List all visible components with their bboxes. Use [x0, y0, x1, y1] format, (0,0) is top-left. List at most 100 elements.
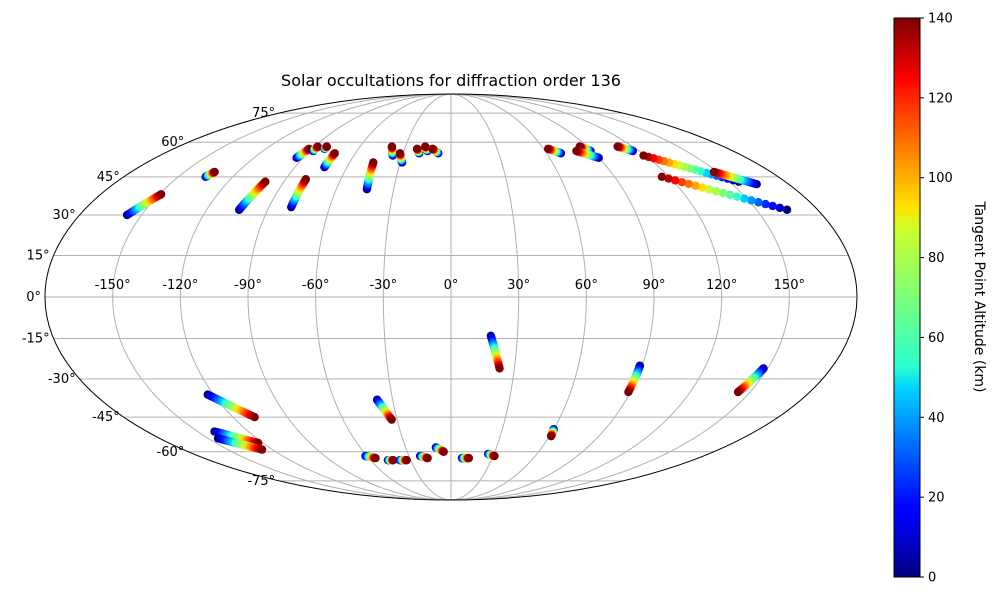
track-point — [423, 453, 432, 463]
track-point — [684, 179, 693, 189]
track-point — [712, 186, 721, 196]
track-point — [698, 183, 707, 192]
lat-tick-label: 15° — [27, 248, 50, 263]
track-point — [543, 144, 553, 153]
lon-tick-label: 0° — [444, 278, 459, 293]
lon-tick-label: 90° — [642, 278, 665, 293]
track-point — [691, 181, 700, 190]
lat-tick-label: 30° — [53, 208, 76, 223]
lon-tick-label: 150° — [774, 278, 805, 293]
lon-tick-label: 30° — [507, 278, 530, 293]
lat-tick-labels: -75° -60° -45° -30° -15° 0° 15° 30° 45° 60° 75° — [22, 106, 275, 489]
occultation-track — [657, 172, 792, 214]
occultation-track — [431, 443, 448, 456]
occultation-track — [213, 434, 267, 454]
track-point — [705, 185, 714, 194]
track-point — [156, 190, 166, 199]
track-point — [464, 453, 474, 463]
track-point — [733, 387, 743, 397]
track-point — [546, 431, 556, 441]
occultation-track — [308, 142, 322, 156]
occultation-track — [372, 395, 396, 424]
occultation-track — [572, 146, 603, 163]
colorbar: 0 20 40 60 80 100 120 140 Tangent Point Altitud… — [893, 12, 987, 586]
track-point — [313, 142, 322, 151]
occultation-track — [457, 453, 474, 463]
lat-tick-label: -30° — [48, 372, 76, 387]
track-point — [421, 142, 430, 151]
colorbar-tick-label: 0 — [928, 571, 936, 586]
occultation-track — [613, 142, 638, 156]
track-point — [709, 167, 719, 177]
occultation-track — [624, 361, 645, 397]
occultation-track — [709, 167, 761, 189]
track-point — [490, 451, 499, 461]
track-point — [210, 167, 219, 177]
chart-title: Solar occultations for diffraction order… — [281, 71, 621, 90]
track-point — [387, 415, 396, 424]
track-point — [775, 203, 785, 213]
occultation-track — [287, 175, 311, 212]
occultation-track — [201, 167, 219, 182]
lon-tick-label: -150° — [95, 278, 131, 293]
lat-tick-label: 45° — [97, 170, 120, 185]
track-point — [657, 172, 667, 182]
lat-tick-label: -75° — [247, 474, 275, 489]
track-point — [250, 412, 259, 422]
colorbar-tick-label: 80 — [928, 251, 945, 266]
track-point — [670, 176, 680, 185]
occultation-track — [320, 149, 339, 172]
track-point — [732, 192, 742, 201]
occultation-track — [235, 177, 270, 214]
lat-tick-label: -60° — [157, 445, 185, 460]
occultation-track — [415, 451, 432, 463]
occultation-track — [486, 331, 504, 373]
lat-tick-label: -15° — [22, 332, 50, 347]
colorbar-tick-label: 60 — [928, 331, 945, 346]
occultation-track — [320, 142, 331, 153]
track-point — [664, 174, 673, 183]
track-point — [768, 201, 777, 211]
occultation-track — [395, 149, 407, 167]
colorbar-label: Tangent Point Altitude (km) — [971, 200, 987, 392]
track-point — [747, 196, 756, 205]
occultation-track — [362, 158, 378, 194]
lat-tick-label: -45° — [92, 410, 120, 425]
lat-tick-label: 75° — [252, 106, 275, 121]
track-point — [301, 175, 311, 184]
track-point — [387, 142, 397, 151]
track-point — [718, 188, 728, 198]
track-point — [402, 455, 411, 465]
track-point — [261, 177, 270, 186]
occultation-track — [733, 364, 768, 397]
track-point — [412, 144, 422, 153]
colorbar-ticks: 0 20 40 60 80 100 120 140 — [920, 12, 953, 586]
lon-tick-label: 120° — [706, 278, 737, 293]
occultation-track — [395, 455, 411, 465]
lon-tick-label: -30° — [369, 278, 397, 293]
occultation-track — [484, 449, 499, 461]
colorbar-tick-label: 100 — [928, 171, 953, 186]
lon-tick-label: 60° — [575, 278, 598, 293]
lon-tick-label: -120° — [162, 278, 198, 293]
lon-tick-labels: -150° -120° -90° -60° -30° 0° 30° 60° 90° 120° 150… — [95, 278, 805, 293]
lon-tick-label: -60° — [302, 278, 330, 293]
colorbar-tick-label: 40 — [928, 411, 945, 426]
track-point — [677, 177, 687, 187]
occultation-track — [546, 424, 558, 441]
track-point — [389, 455, 398, 465]
map-boundary — [44, 93, 858, 501]
track-point — [257, 445, 267, 454]
occultation-track — [428, 144, 443, 158]
occultation-track — [203, 390, 259, 422]
occultation-track — [412, 144, 424, 158]
lat-tick-label: 0° — [26, 290, 41, 305]
occultation-track — [361, 451, 380, 463]
map-grid — [45, 93, 857, 501]
track-point — [495, 364, 504, 373]
track-point — [624, 387, 633, 397]
track-point — [572, 146, 581, 156]
occultation-tracks — [122, 142, 792, 465]
track-point — [322, 142, 331, 151]
